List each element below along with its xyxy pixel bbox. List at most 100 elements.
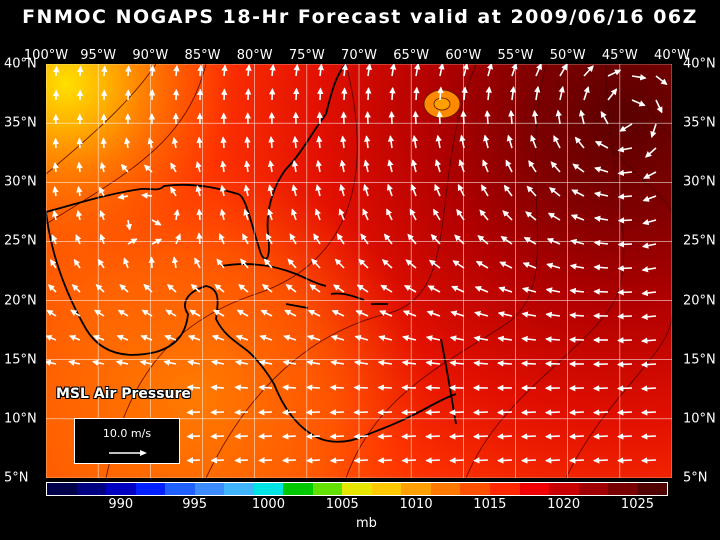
wind-arrow bbox=[485, 86, 492, 101]
wind-arrow bbox=[545, 311, 561, 319]
wind-arrow bbox=[462, 64, 469, 77]
wind-arrow bbox=[479, 209, 489, 221]
wind-arrow bbox=[432, 208, 441, 221]
wind-arrow bbox=[125, 65, 132, 77]
wind-arrow bbox=[291, 184, 298, 197]
wind-arrow bbox=[617, 193, 633, 200]
lon-label: 90°W bbox=[132, 48, 169, 63]
wind-arrow bbox=[329, 409, 345, 416]
wind-arrow bbox=[449, 433, 465, 440]
wind-arrow bbox=[593, 264, 609, 271]
wind-arrow bbox=[386, 208, 393, 221]
wind-arrow bbox=[329, 433, 345, 440]
wind-arrow bbox=[525, 211, 537, 221]
wind-arrow bbox=[46, 335, 57, 341]
colorbar-swatch bbox=[489, 483, 520, 495]
wind-arrow bbox=[414, 64, 421, 77]
wind-arrow bbox=[544, 409, 561, 416]
lon-label: 50°W bbox=[549, 48, 586, 63]
wind-arrow bbox=[407, 233, 417, 245]
wind-arrow bbox=[388, 110, 395, 125]
wind-arrow bbox=[123, 257, 130, 269]
wind-arrow bbox=[244, 160, 251, 173]
lon-label: 40°W bbox=[654, 48, 690, 63]
wind-arrow bbox=[473, 360, 489, 367]
wind-arrow bbox=[305, 433, 321, 440]
wind-arrow bbox=[403, 285, 417, 293]
wind-arrow bbox=[170, 186, 177, 197]
pressure-colorbar bbox=[46, 482, 668, 496]
wind-arrow bbox=[197, 64, 204, 77]
colorbar-tick-label: 1010 bbox=[399, 497, 433, 512]
wind-arrow bbox=[143, 283, 153, 293]
wind-arrow bbox=[195, 161, 202, 173]
wind-arrow bbox=[497, 311, 513, 318]
wind-arrow bbox=[436, 110, 443, 125]
wind-arrow bbox=[117, 193, 129, 200]
wind-arrow bbox=[548, 187, 561, 197]
wind-arrow bbox=[592, 409, 609, 416]
wind-arrow bbox=[650, 123, 657, 139]
wind-arrow bbox=[267, 184, 274, 197]
wind-arrow bbox=[641, 242, 657, 249]
wind-arrow bbox=[583, 86, 590, 101]
wind-arrow bbox=[257, 409, 273, 416]
wind-arrow bbox=[99, 161, 106, 173]
wind-arrow bbox=[497, 335, 513, 343]
colorbar-swatch bbox=[519, 483, 550, 495]
wind-arrow bbox=[402, 335, 417, 342]
wind-arrow bbox=[480, 184, 489, 197]
wind-arrow bbox=[306, 359, 321, 366]
lat-label: 30°N bbox=[683, 174, 716, 190]
colorbar-swatch bbox=[194, 483, 225, 495]
reference-vector-label: 10.0 m/s bbox=[102, 427, 152, 440]
wind-arrow bbox=[356, 284, 369, 293]
wind-arrow bbox=[642, 195, 657, 202]
wind-arrow bbox=[511, 64, 518, 77]
wind-arrow bbox=[592, 433, 609, 440]
wind-arrow bbox=[99, 210, 106, 221]
wind-arrow bbox=[425, 433, 441, 440]
wind-arrow bbox=[640, 457, 657, 464]
wind-arrow bbox=[210, 384, 225, 391]
wind-arrow bbox=[574, 136, 585, 149]
wind-arrow bbox=[140, 334, 153, 341]
wind-arrow bbox=[52, 137, 59, 149]
wind-arrow bbox=[187, 359, 201, 366]
wind-arrow bbox=[186, 384, 201, 391]
wind-arrow bbox=[377, 409, 393, 416]
wind-arrow bbox=[259, 334, 273, 341]
wind-arrow bbox=[194, 257, 201, 269]
wind-arrow bbox=[411, 134, 419, 149]
wind-arrow bbox=[147, 137, 154, 149]
colorbar-tick-label: 990 bbox=[108, 497, 134, 512]
lat-label: 15°N bbox=[4, 352, 37, 368]
wind-arrow bbox=[428, 259, 441, 269]
wind-arrow bbox=[570, 238, 585, 246]
lon-label: 75°W bbox=[288, 48, 325, 63]
wind-arrow bbox=[258, 433, 273, 440]
wind-arrow bbox=[401, 433, 417, 440]
wind-arrow bbox=[212, 309, 225, 317]
wind-arrow bbox=[313, 233, 321, 245]
wind-arrow bbox=[282, 359, 297, 366]
colorbar-swatch bbox=[224, 483, 254, 495]
wind-arrow bbox=[334, 258, 345, 269]
wind-arrow bbox=[75, 209, 83, 221]
colorbar-swatch bbox=[135, 483, 166, 495]
wind-arrow bbox=[617, 169, 633, 177]
wind-arrow bbox=[387, 135, 395, 149]
wind-arrow bbox=[438, 64, 445, 77]
wind-arrow bbox=[617, 313, 633, 320]
wind-arrow bbox=[315, 159, 323, 173]
wind-arrow bbox=[186, 457, 201, 464]
wind-arrow bbox=[219, 184, 227, 197]
wind-arrow bbox=[550, 161, 561, 173]
wind-arrow bbox=[292, 135, 299, 149]
lon-label: 45°W bbox=[601, 48, 638, 63]
wind-arrow bbox=[641, 313, 657, 320]
wind-arrow bbox=[578, 109, 586, 125]
wind-arrow bbox=[314, 208, 321, 221]
wind-arrow bbox=[410, 183, 417, 197]
wind-arrow bbox=[186, 433, 201, 440]
